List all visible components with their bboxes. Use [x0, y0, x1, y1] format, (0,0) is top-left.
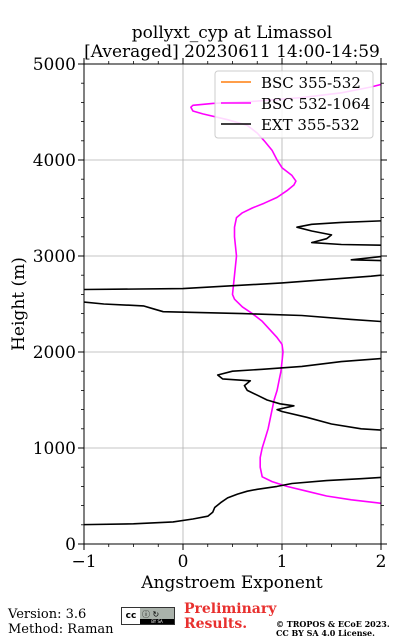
chart-figure: pollyxt_cyp at Limassol [Averaged] 20230…: [9, 23, 387, 593]
preliminary-notice: Preliminary Results.: [184, 602, 276, 632]
chart-subtitle: [Averaged] 20230611 14:00-14:59: [84, 42, 380, 62]
by-sa-icons: ⓘ ↻: [142, 610, 160, 619]
series-line-bsc-532-1064: [190, 83, 381, 505]
chart-title: pollyxt_cyp at Limassol: [132, 23, 332, 43]
x-tick-label: −1: [71, 552, 96, 572]
series-line-ext-355-532: [84, 220, 381, 526]
footer-info: Version: 3.6 Method: Raman: [8, 607, 114, 637]
preliminary-line-2: Results.: [184, 616, 248, 632]
y-tick-label: 0: [65, 535, 76, 555]
y-tick-label: 5000: [33, 55, 76, 75]
legend: BSC 355-532 BSC 532-1064 EXT 355-532: [214, 70, 374, 139]
legend-label-bsc-355-532: BSC 355-532: [261, 74, 361, 92]
cc-logo-icon: cc: [122, 608, 140, 624]
y-axis-label: Height (m): [9, 257, 29, 351]
x-axis-label: Angstroem Exponent: [140, 573, 323, 593]
legend-label-ext-355-532: EXT 355-532: [261, 116, 360, 134]
copyright-line-1: © TROPOS & ECoE 2023.: [276, 619, 390, 629]
y-tick-label: 4000: [33, 151, 76, 171]
x-tick-label: 2: [376, 552, 387, 572]
y-tick-label: 3000: [33, 247, 76, 267]
y-tick-label: 1000: [33, 439, 76, 459]
preliminary-line-1: Preliminary: [184, 601, 277, 617]
y-tick-label: 2000: [33, 343, 76, 363]
cc-badge-strip: BY SA: [140, 619, 174, 624]
cc-license-badge: cc ⓘ ↻ BY SA: [121, 607, 175, 625]
legend-label-bsc-532-1064: BSC 532-1064: [261, 95, 370, 113]
series-layer: [84, 83, 381, 526]
version-text: Version: 3.6: [8, 607, 87, 622]
legend-box: [214, 70, 374, 139]
copyright-line-2: CC BY SA 4.0 License.: [276, 628, 375, 638]
x-tick-label: 1: [277, 552, 288, 572]
method-text: Method: Raman: [8, 622, 114, 637]
copyright-notice: © TROPOS & ECoE 2023. CC BY SA 4.0 Licen…: [276, 620, 390, 638]
x-tick-label: 0: [178, 552, 189, 572]
